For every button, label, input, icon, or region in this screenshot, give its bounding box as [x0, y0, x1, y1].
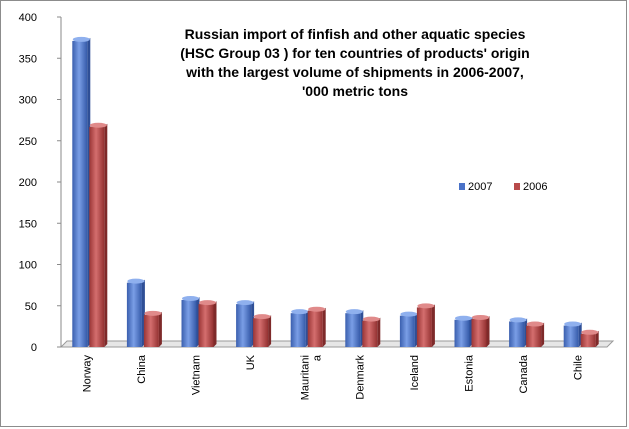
bar-2007-mauritani-a	[290, 309, 309, 347]
bar-2007-chile	[563, 321, 582, 347]
bar-2006-china	[143, 310, 162, 347]
y-tick-label: 300	[19, 95, 37, 107]
bar-2007-uk	[236, 300, 255, 347]
legend-swatch-2007	[459, 183, 465, 190]
bar-2007-iceland	[399, 311, 418, 347]
y-tick-label: 50	[25, 301, 37, 313]
legend-swatch-2006	[514, 183, 520, 190]
bar-2006-vietnam	[198, 300, 217, 347]
chart-title-line: Russian import of finfish and other aqua…	[185, 26, 526, 42]
x-tick-label-line: a	[312, 354, 324, 361]
y-tick-label: 350	[19, 53, 37, 65]
x-tick-label-line: Estonia	[464, 354, 476, 392]
legend-label-2007: 2007	[468, 181, 492, 193]
bar-2007-vietnam	[181, 295, 200, 347]
x-tick-label-line: Denmark	[354, 355, 366, 400]
x-tick-label: Estonia	[464, 354, 476, 392]
x-tick-label-line: China	[136, 354, 148, 384]
x-tick-label-line: UK	[245, 354, 257, 370]
bar-2006-iceland	[416, 303, 435, 347]
bar-2007-estonia	[454, 315, 473, 347]
x-tick-label: UK	[245, 354, 257, 370]
y-tick-label: 250	[19, 136, 37, 148]
x-tick-label-line: Chile	[573, 355, 585, 380]
bar-2006-chile	[580, 329, 599, 347]
bar-2007-canada	[509, 317, 528, 347]
x-tick-label-line: Canada	[518, 354, 530, 393]
x-tick-label-line: Iceland	[409, 355, 421, 390]
chart-title-line: with the largest volume of shipments in …	[185, 64, 524, 80]
bar-2007-china	[126, 278, 145, 347]
chart-title-line: '000 metric tons	[302, 83, 408, 99]
legend-label-2006: 2006	[523, 181, 547, 193]
bar-2006-denmark	[362, 316, 381, 347]
bar-2007-denmark	[345, 309, 364, 347]
bar-2007-norway	[72, 36, 91, 348]
x-tick-label: Norway	[81, 355, 93, 393]
x-tick-label: Iceland	[409, 355, 421, 390]
bar-2006-uk	[253, 314, 272, 347]
bar-2006-estonia	[471, 314, 490, 347]
x-tick-label-line: Norway	[81, 355, 93, 393]
x-tick-label-line: Mauritani	[300, 355, 312, 400]
x-tick-label: Vietnam	[191, 355, 203, 395]
x-tick-label: Denmark	[354, 355, 366, 400]
x-tick-label: Canada	[518, 354, 530, 393]
bar-2006-norway	[89, 122, 108, 347]
bar-2006-mauritani-a	[307, 306, 326, 347]
x-tick-label-line: Vietnam	[191, 355, 203, 395]
y-tick-label: 150	[19, 218, 37, 230]
bar-2006-canada	[526, 321, 545, 347]
y-tick-label: 100	[19, 260, 37, 272]
x-tick-label: Mauritania	[300, 354, 324, 400]
y-tick-label: 400	[19, 12, 37, 24]
x-tick-label: Chile	[573, 355, 585, 380]
chart-title-line: (HSC Group 03 ) for ten countries of pro…	[180, 45, 529, 61]
y-tick-label: 0	[31, 342, 37, 354]
x-tick-label: China	[136, 354, 148, 384]
y-tick-label: 200	[19, 177, 37, 189]
